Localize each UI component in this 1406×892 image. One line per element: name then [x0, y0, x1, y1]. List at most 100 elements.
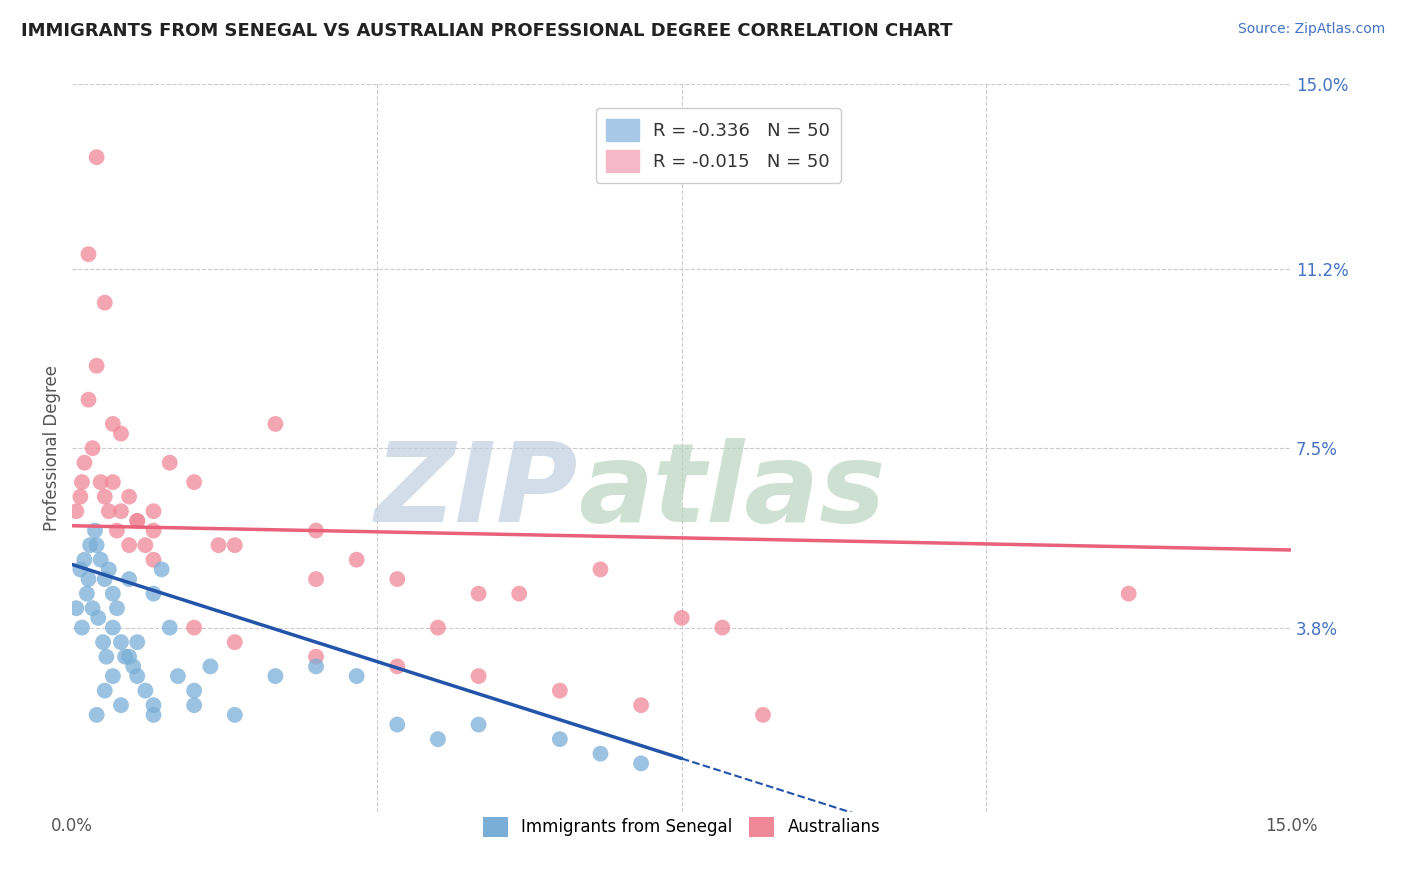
Point — [200, 659, 222, 673]
Point — [77, 247, 100, 261]
Point — [630, 756, 652, 771]
Point — [127, 514, 149, 528]
Point — [305, 572, 328, 586]
Point — [305, 659, 328, 673]
Point — [142, 524, 165, 538]
Point — [159, 456, 181, 470]
Point — [548, 683, 571, 698]
Point — [118, 538, 141, 552]
Point — [752, 707, 775, 722]
Point — [90, 475, 112, 489]
Point — [224, 538, 246, 552]
Point — [118, 572, 141, 586]
Point — [122, 659, 145, 673]
Point — [70, 475, 93, 489]
Point — [87, 611, 110, 625]
Point — [127, 514, 149, 528]
Point — [101, 669, 124, 683]
Point — [65, 601, 87, 615]
Point — [134, 683, 156, 698]
Point — [142, 707, 165, 722]
Text: ZIP: ZIP — [374, 438, 578, 545]
Point — [589, 747, 612, 761]
Point — [183, 475, 205, 489]
Point — [79, 538, 101, 552]
Point — [387, 717, 409, 731]
Point — [86, 707, 108, 722]
Point — [142, 552, 165, 566]
Point — [183, 698, 205, 713]
Point — [110, 504, 132, 518]
Point — [93, 490, 115, 504]
Point — [508, 587, 530, 601]
Point — [183, 621, 205, 635]
Point — [134, 538, 156, 552]
Point — [467, 717, 489, 731]
Text: Source: ZipAtlas.com: Source: ZipAtlas.com — [1237, 22, 1385, 37]
Point — [77, 392, 100, 407]
Point — [142, 587, 165, 601]
Point — [150, 562, 173, 576]
Point — [73, 456, 96, 470]
Point — [630, 698, 652, 713]
Point — [426, 621, 449, 635]
Point — [73, 552, 96, 566]
Point — [264, 417, 287, 431]
Point — [671, 611, 693, 625]
Point — [91, 635, 114, 649]
Point — [142, 504, 165, 518]
Point — [69, 562, 91, 576]
Y-axis label: Professional Degree: Professional Degree — [44, 365, 60, 531]
Point — [82, 441, 104, 455]
Point — [224, 635, 246, 649]
Point — [127, 669, 149, 683]
Point — [387, 659, 409, 673]
Point — [110, 635, 132, 649]
Point — [93, 572, 115, 586]
Point — [118, 649, 141, 664]
Point — [101, 587, 124, 601]
Point — [101, 417, 124, 431]
Point — [110, 698, 132, 713]
Point — [82, 601, 104, 615]
Point — [86, 538, 108, 552]
Text: IMMIGRANTS FROM SENEGAL VS AUSTRALIAN PROFESSIONAL DEGREE CORRELATION CHART: IMMIGRANTS FROM SENEGAL VS AUSTRALIAN PR… — [21, 22, 953, 40]
Text: atlas: atlas — [578, 438, 886, 545]
Point — [118, 490, 141, 504]
Point — [93, 683, 115, 698]
Point — [346, 669, 368, 683]
Point — [224, 707, 246, 722]
Point — [101, 621, 124, 635]
Point — [264, 669, 287, 683]
Point — [105, 601, 128, 615]
Point — [346, 552, 368, 566]
Point — [159, 621, 181, 635]
Point — [86, 359, 108, 373]
Point — [65, 504, 87, 518]
Point — [114, 649, 136, 664]
Point — [305, 649, 328, 664]
Point — [142, 698, 165, 713]
Point — [167, 669, 190, 683]
Point — [110, 426, 132, 441]
Point — [101, 475, 124, 489]
Point — [589, 562, 612, 576]
Point — [183, 683, 205, 698]
Point — [93, 295, 115, 310]
Point — [84, 524, 107, 538]
Point — [1118, 587, 1140, 601]
Point — [69, 490, 91, 504]
Point — [70, 621, 93, 635]
Point — [387, 572, 409, 586]
Point — [426, 732, 449, 747]
Point — [76, 587, 98, 601]
Point — [96, 649, 118, 664]
Point — [548, 732, 571, 747]
Point — [105, 524, 128, 538]
Point — [90, 552, 112, 566]
Point — [77, 572, 100, 586]
Point — [97, 504, 120, 518]
Point — [467, 587, 489, 601]
Point — [207, 538, 229, 552]
Point — [467, 669, 489, 683]
